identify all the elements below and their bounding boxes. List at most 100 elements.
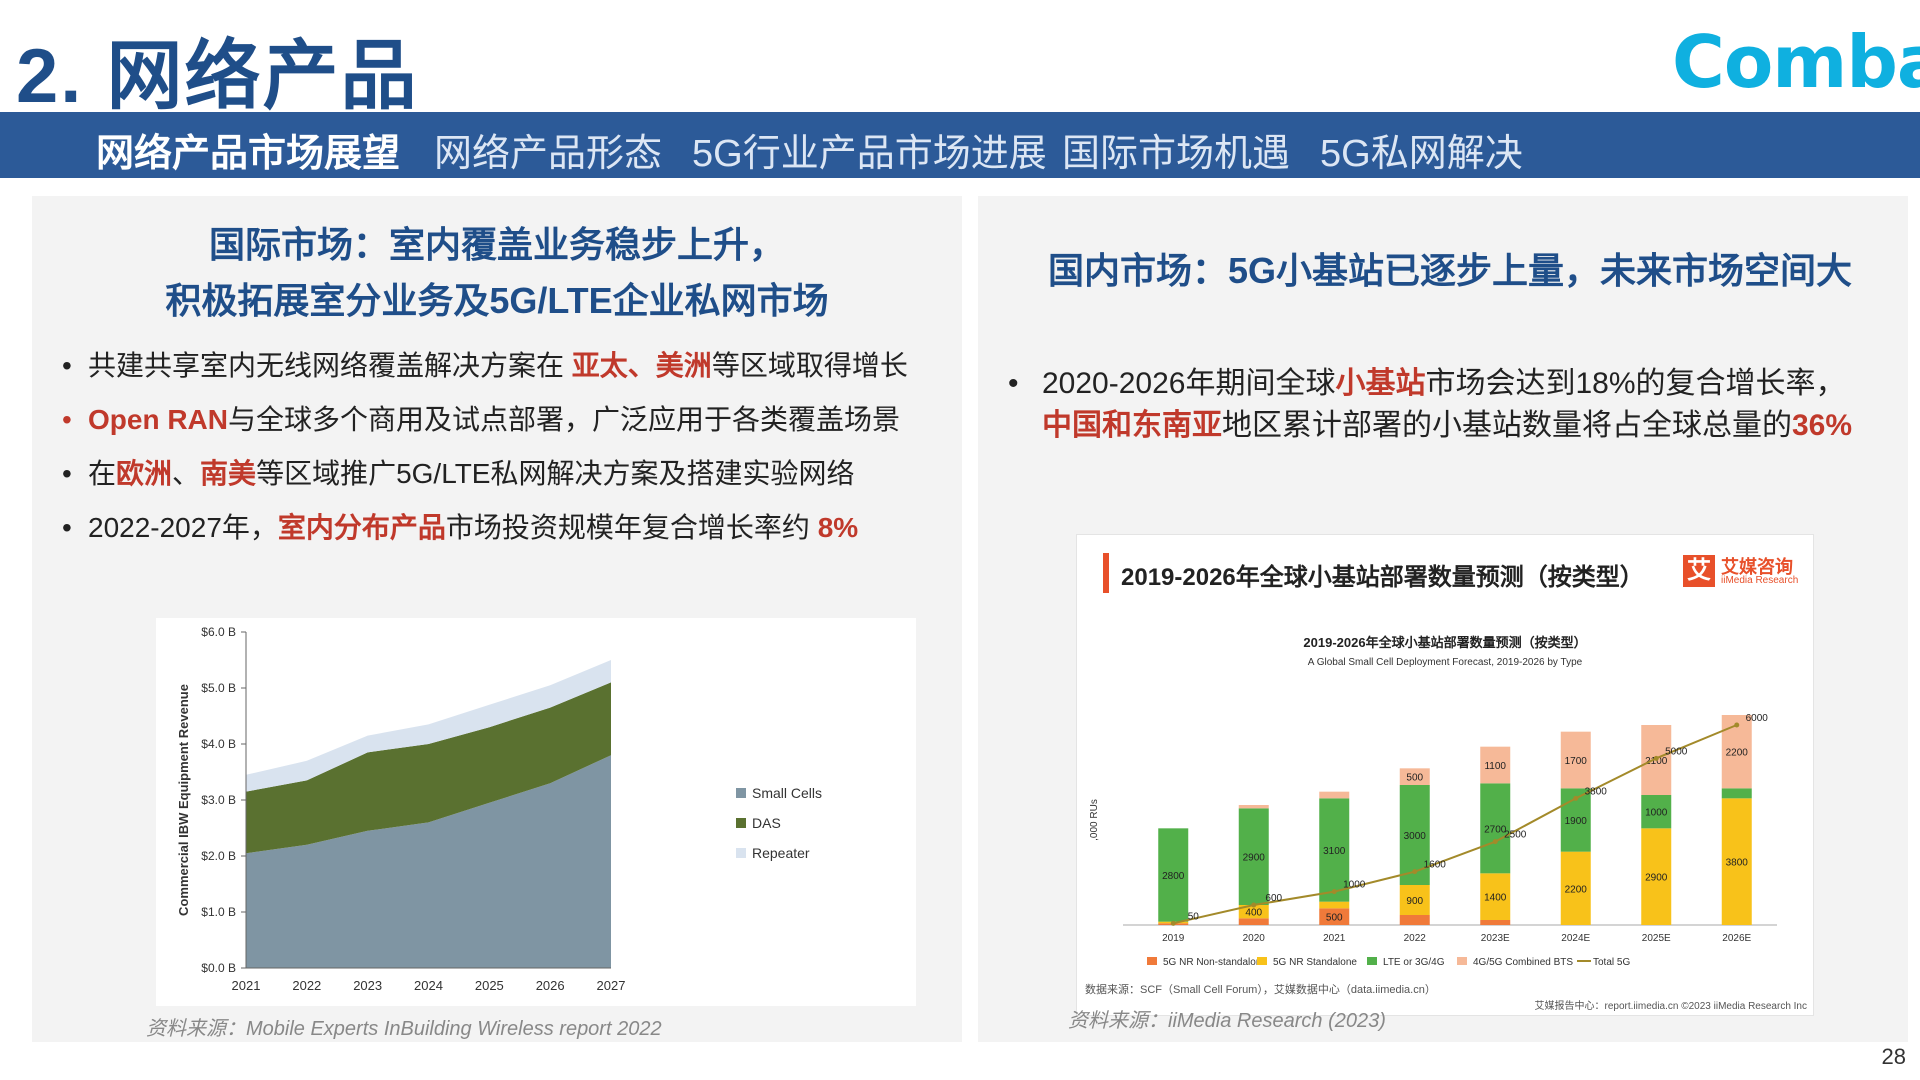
bar-x-tick-label: 2022 [1404, 933, 1427, 944]
bar-x-tick-label: 2023E [1481, 933, 1510, 944]
bar-value-label: 2900 [1645, 873, 1668, 884]
legend-label: 4G/5G Combined BTS [1473, 957, 1573, 968]
small-cell-chart: 2019-2026年全球小基站部署数量预测（按类型） 艾 艾媒咨询 iiMedi… [1076, 534, 1814, 1016]
bar-value-label: 1700 [1565, 756, 1588, 767]
bullet-dot: • [1008, 367, 1019, 400]
bar-x-tick-label: 2021 [1323, 933, 1346, 944]
area-series-0 [246, 755, 611, 968]
right-bullet-line2: 中国和东南亚地区累计部署的小基站数量将占全球总量的36% [1042, 409, 1853, 442]
bar-segment [1641, 795, 1672, 829]
line-value-label: 2500 [1504, 830, 1527, 841]
chart-footnote: 数据来源：SCF（Small Cell Forum），艾媒数据中心（data.i… [1085, 984, 1436, 996]
bar-segment [1238, 808, 1269, 905]
bar-segment [1560, 851, 1591, 925]
ibw-area-chart-svg: $0.0 B $1.0 B $2.0 B $3.0 B $4.0 B $5.0 B $6.0… [176, 625, 822, 993]
bar-value-label: 3800 [1726, 858, 1749, 869]
bar-x-tick-label: 2024E [1561, 933, 1590, 944]
bar-segment [1641, 828, 1672, 925]
bar-segment [1399, 885, 1430, 915]
legend-swatch [1457, 957, 1467, 965]
y-tick-label: $1.0 B [201, 905, 236, 919]
area-series-2 [246, 660, 611, 792]
right-source: 资料来源：iiMedia Research (2023) [1068, 1010, 1386, 1032]
bar-x-tick-label: 2019 [1162, 933, 1185, 944]
comba-logo: Comba [1672, 20, 1920, 104]
y-tick-label: $5.0 B [201, 681, 236, 695]
bar-segment [1399, 768, 1430, 785]
x-tick-label: 2023 [353, 978, 382, 993]
nav-tab-5g-private[interactable]: 5G私网解决 [1320, 133, 1523, 175]
bullet-dot: • [62, 512, 72, 543]
bar-value-label: 2700 [1484, 824, 1507, 835]
page-number: 28 [1881, 1044, 1906, 1069]
right-bullet-line1: • 2020-2026年期间全球小基站市场会达到18%的复合增长率， [1008, 367, 1846, 400]
chart-outer-title: 2019-2026年全球小基站部署数量预测（按类型） [1121, 564, 1644, 591]
legend-label: 5G NR Standalone [1273, 957, 1357, 968]
chart-footnote-2: 艾媒报告中心：report.iimedia.cn ©2023 iiMedia R… [1534, 1001, 1807, 1012]
legend-swatch [1147, 957, 1157, 965]
total-5g-point [1653, 755, 1659, 761]
total-5g-point [1412, 869, 1418, 875]
bar-value-label: 1100 [1484, 761, 1506, 772]
total-5g-point [1170, 920, 1176, 926]
x-tick-label: 2026 [536, 978, 565, 993]
bar-segment [1480, 746, 1511, 784]
bar-x-tick-label: 2026E [1722, 933, 1751, 944]
total-5g-point [1492, 839, 1498, 845]
left-heading-line1: 国际市场：室内覆盖业务稳步上升， [208, 224, 785, 265]
legend-swatch [1257, 957, 1267, 965]
bar-segment [1319, 791, 1350, 799]
page-title: 2. 网络产品 [16, 34, 419, 119]
left-bullet-3: • 在欧洲、南美等区域推广5G/LTE私网解决方案及搭建实验网络 [62, 458, 855, 489]
nav-tab-market-outlook[interactable]: 网络产品市场展望 [96, 133, 401, 175]
bullet-dot: • [62, 458, 72, 489]
bar-segment [1721, 788, 1752, 799]
line-value-label: 1000 [1343, 880, 1366, 891]
legend-label: Small Cells [752, 785, 822, 801]
bar-segment [1721, 798, 1752, 925]
bar-segment [1399, 915, 1430, 925]
line-value-label: 5000 [1665, 746, 1688, 757]
y-tick-label: $4.0 B [201, 737, 236, 751]
line-value-label: 50 [1188, 911, 1200, 922]
bar-segment [1560, 731, 1591, 789]
bar-value-label: 500 [1406, 773, 1423, 784]
bar-value-label: 500 [1326, 913, 1343, 924]
iimedia-logo-icon: 艾 [1683, 555, 1715, 587]
bar-segment [1480, 920, 1511, 925]
bullet-dot: • [62, 350, 72, 381]
legend-label: Repeater [752, 845, 810, 861]
left-source: 资料来源：Mobile Experts InBuilding Wireless … [146, 1018, 662, 1040]
legend-swatch [1367, 957, 1377, 965]
y-tick-label: $6.0 B [201, 625, 236, 639]
legend-swatch [736, 788, 746, 798]
total-5g-point [1573, 795, 1579, 801]
brand-subname: iiMedia Research [1721, 575, 1799, 586]
bar-segment [1158, 828, 1189, 922]
legend-swatch [736, 848, 746, 858]
bar-x-tick-label: 2020 [1243, 933, 1266, 944]
total-5g-point [1331, 889, 1337, 895]
y-axis-label: Commercial IBW Equipment Revenue [176, 684, 191, 916]
left-panel: 国际市场：室内覆盖业务稳步上升， 积极拓展室分业务及5G/LTE企业私网市场 •… [32, 196, 962, 1042]
bar-chart-subtitle: A Global Small Cell Deployment Forecast,… [1308, 657, 1583, 668]
bar-value-label: 400 [1245, 908, 1262, 919]
nav-tab-5g-industry[interactable]: 5G行业产品市场进展 [692, 133, 1047, 175]
bar-value-label: 2900 [1243, 853, 1266, 864]
y-tick-label: $0.0 B [201, 961, 236, 975]
x-tick-label: 2027 [597, 978, 626, 993]
bar-value-label: 2200 [1726, 748, 1749, 759]
bar-segment [1480, 783, 1511, 874]
nav-tab-product-forms[interactable]: 网络产品形态 [434, 133, 663, 175]
line-value-label: 3800 [1585, 786, 1608, 797]
bar-x-tick-label: 2025E [1642, 933, 1671, 944]
bar-value-label: 2100 [1645, 756, 1668, 767]
bar-value-label: 1900 [1565, 816, 1588, 827]
bullet-dot: • [62, 404, 72, 435]
nav-tab-international[interactable]: 国际市场机遇 [1062, 133, 1291, 175]
bar-value-label: 2200 [1565, 884, 1588, 895]
bar-y-axis-label: ,000 RUs [1089, 799, 1100, 841]
y-tick-label: $2.0 B [201, 849, 236, 863]
bar-segment [1238, 905, 1269, 919]
title-accent-bar [1103, 553, 1109, 593]
